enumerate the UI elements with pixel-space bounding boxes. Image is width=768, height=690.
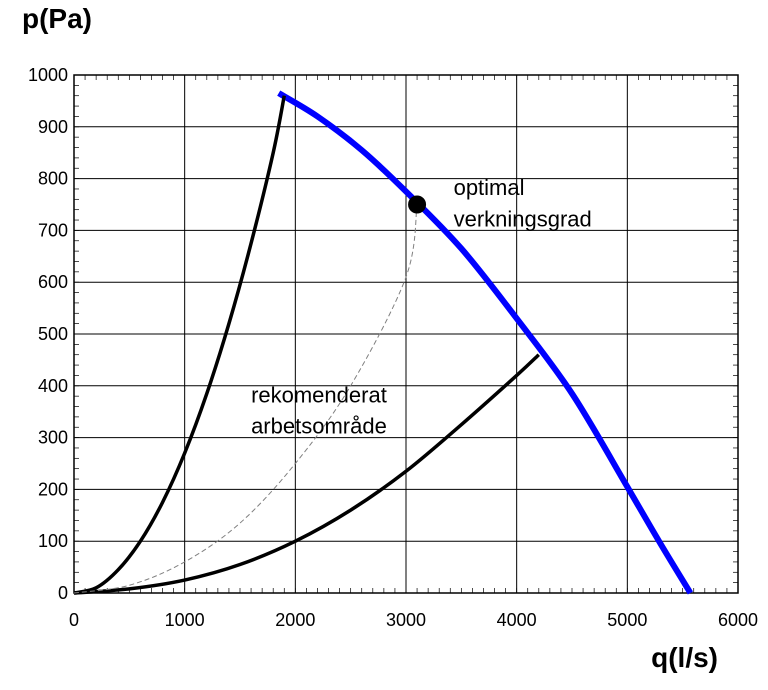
y-tick-label: 200	[38, 479, 68, 499]
plot-frame	[73, 74, 739, 594]
x-tick-label: 6000	[718, 610, 758, 630]
x-tick-label: 2000	[275, 610, 315, 630]
x-axis-title: q(l/s)	[651, 642, 718, 673]
y-tick-label: 800	[38, 169, 68, 189]
optimal-efficiency-point	[408, 195, 427, 214]
x-tick-label: 4000	[497, 610, 537, 630]
series-fan-curve	[277, 90, 693, 595]
x-tick-label: 3000	[386, 610, 426, 630]
x-tick-label: 5000	[607, 610, 647, 630]
series-upper-system-curve	[73, 95, 286, 595]
y-tick-label: 1000	[28, 65, 68, 85]
x-tick-label: 1000	[165, 610, 205, 630]
annotations: optimal verkningsgrad rekomenderat arbetsom…	[251, 175, 592, 438]
y-tick-label: 500	[38, 324, 68, 344]
annotation-label: rekomenderat	[251, 382, 387, 407]
annotation-label: optimal	[454, 175, 525, 200]
y-tick-label: 700	[38, 220, 68, 240]
y-axis-title: p(Pa)	[22, 3, 92, 34]
y-tick-label: 0	[58, 583, 68, 603]
y-tick-label: 400	[38, 376, 68, 396]
x-tick-label: 0	[69, 610, 79, 630]
y-tick-label: 600	[38, 272, 68, 292]
y-tick-label: 900	[38, 117, 68, 137]
annotation-label: arbetsområde	[251, 413, 387, 438]
series-lower-system-curve	[73, 353, 540, 595]
y-tick-label: 100	[38, 531, 68, 551]
annotation-label: verkningsgrad	[454, 206, 592, 231]
series-optimal-efficiency-system-curve	[73, 204, 418, 594]
tick-labels: 0 1000 2000 3000 4000 5000 6000 0 100 200 300 400 50…	[28, 65, 758, 630]
y-tick-label: 300	[38, 428, 68, 448]
series-layer	[73, 90, 693, 595]
points-layer	[408, 195, 427, 214]
